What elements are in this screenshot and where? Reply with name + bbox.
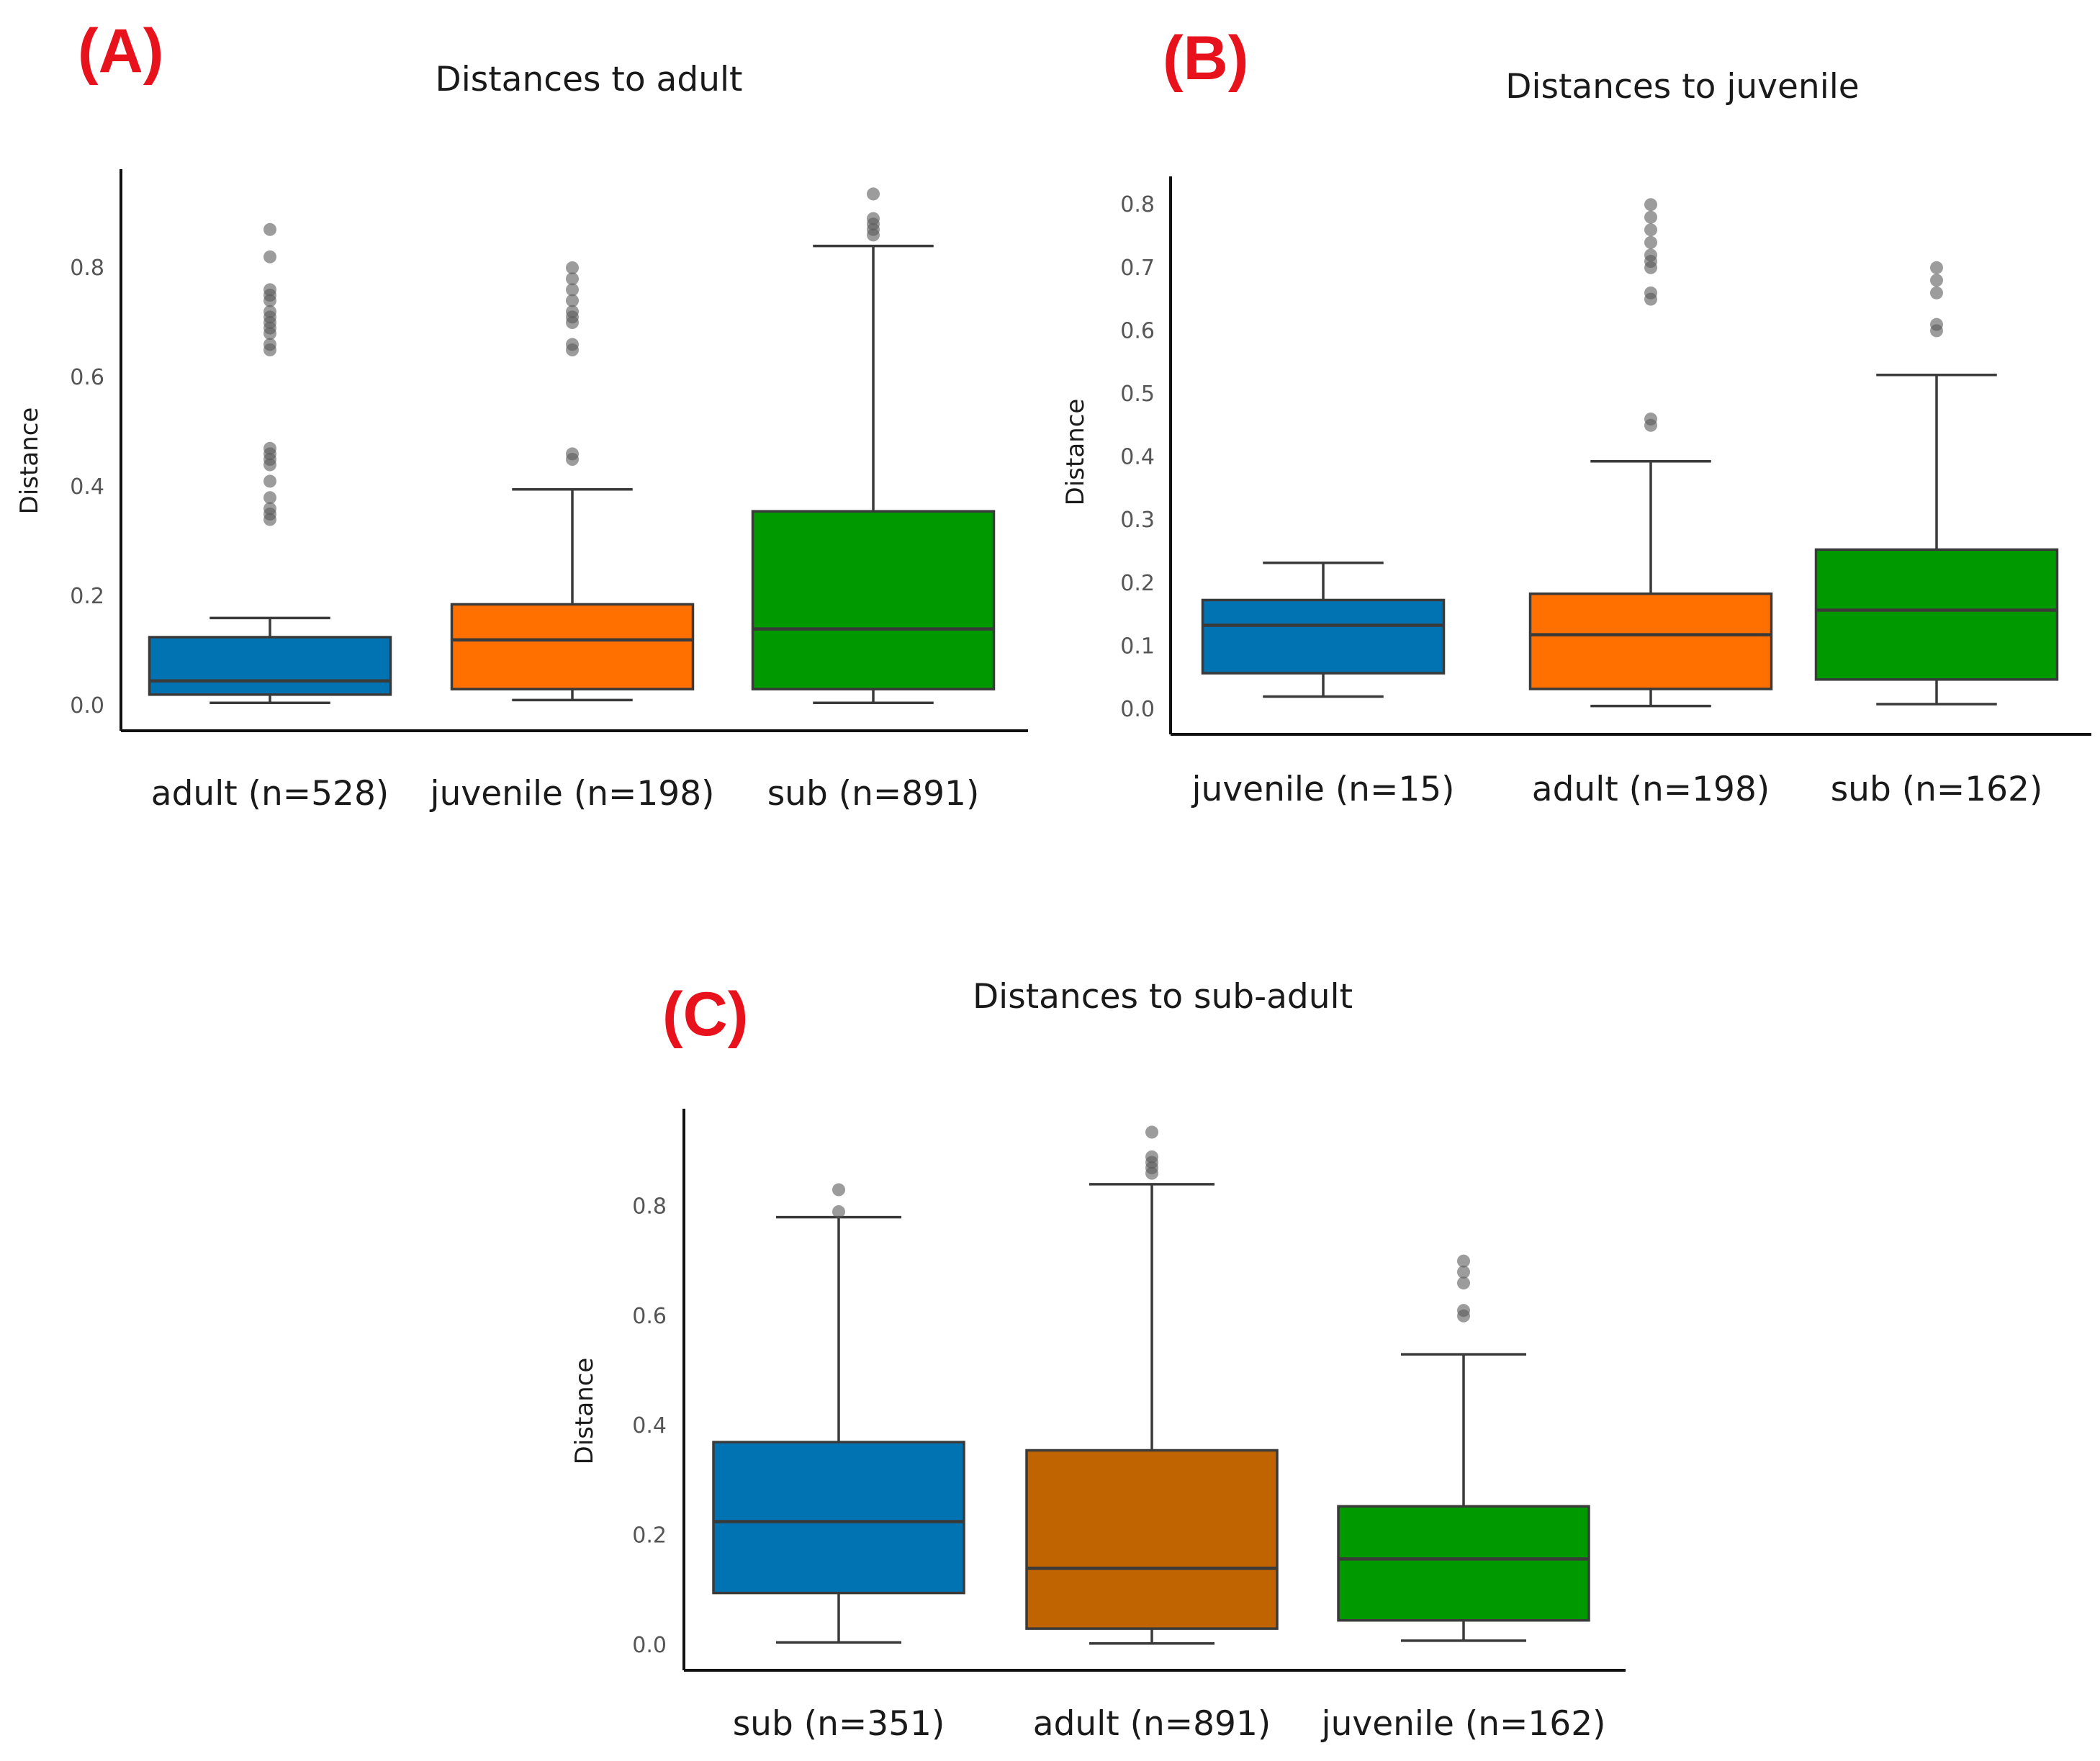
outlier-point: [1145, 1150, 1158, 1163]
x-tick-label: sub (n=162): [1831, 770, 2043, 809]
y-tick-label: 0.6: [70, 365, 104, 390]
outlier-point: [263, 250, 276, 264]
y-tick-label: 0.8: [1120, 192, 1155, 217]
outlier-point: [1644, 286, 1657, 299]
outlier-point: [1145, 1125, 1158, 1139]
x-tick-label: adult (n=528): [151, 774, 389, 814]
x-tick-label: juvenile (n=198): [430, 774, 715, 814]
y-tick-label: 0.4: [1120, 445, 1155, 470]
x-tick-label: juvenile (n=162): [1321, 1704, 1606, 1744]
outlier-point: [1930, 317, 1943, 331]
y-tick-label: 0.4: [632, 1413, 667, 1438]
y-axis-label: Distance: [15, 407, 44, 515]
x-tick-label: sub (n=891): [767, 774, 980, 814]
outlier-point: [566, 447, 579, 461]
outlier-point: [263, 502, 276, 515]
y-tick-label: 0.1: [1120, 634, 1155, 659]
box-1: [450, 603, 695, 690]
outlier-point: [1457, 1254, 1470, 1268]
outlier-point: [566, 272, 579, 286]
outlier-point: [1930, 274, 1943, 287]
outlier-point: [263, 305, 276, 318]
outlier-point: [566, 294, 579, 307]
x-tick-label: sub (n=351): [733, 1704, 945, 1744]
outlier-point: [263, 338, 276, 351]
chart-title: Distances to juvenile: [1505, 67, 1859, 107]
panel-label: (A): [78, 17, 163, 86]
x-tick-label: adult (n=198): [1532, 770, 1770, 809]
y-tick-label: 0.6: [632, 1304, 667, 1329]
y-tick-label: 0.0: [70, 693, 104, 719]
panel-label: (B): [1163, 24, 1248, 93]
outlier-point: [1457, 1304, 1470, 1318]
outlier-point: [263, 222, 276, 236]
box-0: [148, 636, 392, 696]
outlier-point: [1644, 413, 1657, 426]
y-tick-label: 0.3: [1120, 508, 1155, 533]
y-tick-label: 0.8: [70, 256, 104, 281]
y-tick-label: 0.8: [632, 1194, 667, 1219]
outlier-point: [1644, 210, 1657, 224]
y-axis-label: Distance: [1061, 399, 1090, 506]
outlier-point: [566, 338, 579, 351]
outlier-point: [867, 187, 880, 201]
outlier-point: [1644, 235, 1657, 249]
y-tick-label: 0.6: [1120, 318, 1155, 343]
box-2: [1814, 548, 2059, 681]
outlier-point: [1457, 1265, 1470, 1279]
outlier-point: [263, 441, 276, 455]
outlier-point: [867, 212, 880, 225]
y-tick-label: 0.0: [632, 1633, 667, 1658]
chart-title: Distances to sub-adult: [973, 977, 1353, 1017]
y-tick-label: 0.4: [70, 474, 104, 500]
panel-label: (C): [662, 980, 748, 1049]
outlier-point: [1930, 286, 1943, 299]
x-tick-label: juvenile (n=15): [1191, 770, 1455, 809]
box-1: [1025, 1449, 1279, 1630]
outlier-point: [263, 491, 276, 505]
outlier-point: [1930, 261, 1943, 274]
y-tick-label: 0.2: [70, 584, 104, 609]
y-axis-label: Distance: [570, 1358, 599, 1465]
outlier-point: [566, 283, 579, 297]
box-2: [1337, 1505, 1590, 1622]
y-tick-label: 0.7: [1120, 256, 1155, 281]
outlier-point: [263, 474, 276, 488]
box-1: [1528, 592, 1773, 690]
chart-title: Distances to adult: [436, 60, 743, 99]
outlier-point: [566, 261, 579, 274]
outlier-point: [1457, 1276, 1470, 1290]
box-0: [712, 1441, 965, 1595]
outlier-point: [1644, 198, 1657, 212]
outlier-point: [263, 283, 276, 297]
y-tick-label: 0.2: [632, 1523, 667, 1549]
outlier-point: [1644, 223, 1657, 237]
box-0: [1201, 598, 1446, 675]
y-tick-label: 0.0: [1120, 697, 1155, 722]
y-tick-label: 0.5: [1120, 382, 1155, 407]
outlier-point: [566, 305, 579, 318]
x-tick-label: adult (n=891): [1033, 1704, 1271, 1744]
y-tick-label: 0.2: [1120, 571, 1155, 596]
box-2: [751, 510, 996, 690]
outlier-point: [832, 1205, 845, 1219]
outlier-point: [832, 1183, 845, 1197]
outlier-point: [1644, 248, 1657, 262]
